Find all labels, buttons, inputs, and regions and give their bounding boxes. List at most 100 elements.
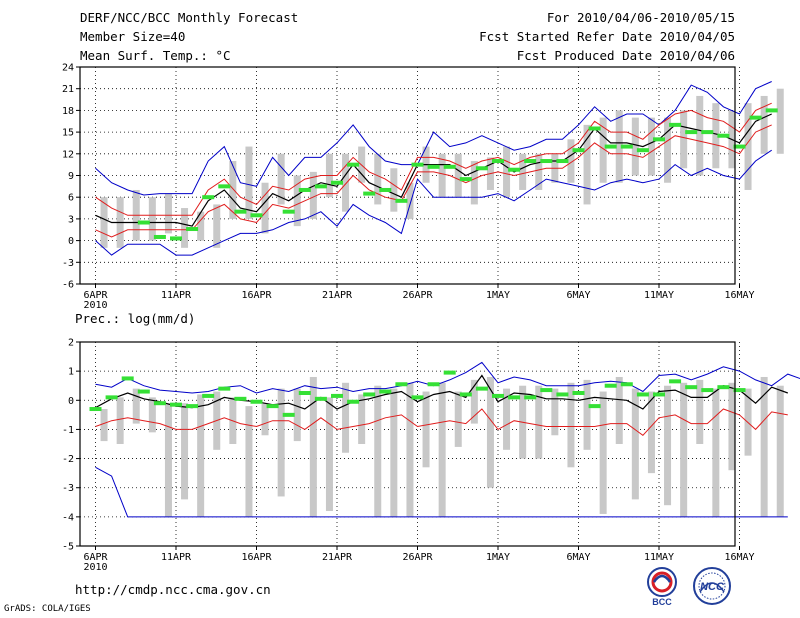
- temp-line-mean-plus-std: [95, 102, 772, 216]
- temp-year-label: 2010: [83, 300, 107, 311]
- precip-xtick-label: 11APR: [161, 552, 192, 563]
- temp-spread-bar: [519, 153, 527, 190]
- temp-obs-marker: [331, 180, 343, 185]
- precip-obs-marker: [508, 395, 521, 400]
- precip-xtick-label: 1MAY: [486, 552, 510, 563]
- precip-spread-bar: [261, 403, 269, 436]
- temp-spread-bar: [696, 95, 704, 176]
- precip-spread-bar: [567, 382, 575, 468]
- precip-obs-marker: [411, 395, 424, 400]
- temp-xtick-label: 26APR: [402, 290, 433, 301]
- temp-obs-marker: [379, 187, 392, 192]
- precip-spread-bar: [760, 376, 768, 517]
- precip-obs-marker: [475, 386, 488, 391]
- temp-obs-marker: [186, 227, 199, 232]
- precip-spread-bar: [309, 376, 317, 517]
- temp-spread-bar: [567, 139, 575, 183]
- precip-ytick-label: -4: [62, 512, 74, 523]
- precip-xtick-label: 11MAY: [644, 552, 674, 563]
- temp-obs-marker: [765, 108, 778, 113]
- temp-spread-bar: [229, 161, 237, 219]
- precip-obs-marker: [717, 385, 730, 390]
- temp-line-ensemble-min: [95, 149, 772, 256]
- temp-obs-marker: [636, 148, 649, 153]
- temp-xtick-label: 1MAY: [486, 290, 510, 301]
- temp-spread-bar: [181, 208, 189, 248]
- precip-spread-bar: [148, 397, 156, 433]
- precip-ytick-label: 1: [68, 367, 74, 378]
- temp-xtick-label: 6APR: [83, 290, 108, 301]
- temp-spread-bar: [599, 117, 607, 183]
- precip-spread-bar: [277, 388, 285, 497]
- precip-obs-marker: [572, 391, 585, 395]
- precip-spread-bar: [100, 409, 108, 442]
- temp-spread-bar: [100, 197, 108, 248]
- temp-spread-bar: [438, 153, 446, 198]
- temp-obs-marker: [749, 115, 762, 120]
- precip-obs-marker: [121, 376, 134, 381]
- precip-obs-marker: [604, 383, 617, 388]
- temp-spread-bar: [744, 103, 752, 190]
- temp-spread-bar: [470, 161, 478, 205]
- precip-spread-bar: [422, 391, 430, 468]
- temp-ytick-label: 21: [62, 84, 74, 95]
- precip-obs-marker: [701, 388, 714, 393]
- precip-xtick-label: 26APR: [402, 552, 433, 563]
- precip-spread-bar: [696, 379, 704, 444]
- variable-label: Mean Surf. Temp.: °C: [80, 48, 231, 63]
- temp-xtick-label: 11MAY: [644, 290, 674, 301]
- precip-spread-bar: [647, 391, 655, 474]
- precip-ytick-label: -5: [62, 542, 74, 553]
- temp-obs-marker: [653, 137, 665, 142]
- temp-spread-bar: [213, 204, 221, 248]
- precip-obs-marker: [170, 402, 182, 407]
- temp-frame: [79, 66, 736, 285]
- temp-obs-marker: [685, 130, 698, 135]
- temp-spread-bar: [390, 168, 398, 212]
- precip-spread-bar: [164, 403, 172, 517]
- temp-obs-marker: [202, 195, 215, 200]
- bcc-logo: BCC: [647, 567, 677, 607]
- source-url[interactable]: http://cmdp.ncc.cma.gov.cn: [75, 582, 271, 597]
- temp-obs-marker: [234, 209, 247, 214]
- precip-obs-marker: [524, 395, 537, 400]
- temp-obs-marker: [282, 209, 295, 214]
- temp-ytick-label: 18: [62, 106, 74, 117]
- precip-spread-bar: [245, 406, 253, 517]
- temp-obs-marker: [572, 148, 585, 153]
- precip-obs-marker: [733, 388, 746, 393]
- precip-obs-marker: [620, 382, 633, 387]
- precip-obs-marker: [186, 404, 199, 409]
- precip-line-ensemble-min: [95, 466, 788, 518]
- precip-line-ensemble-max: [95, 361, 800, 394]
- temp-obs-marker: [153, 234, 166, 239]
- precip-obs-marker: [282, 412, 295, 417]
- temp-spread-bar: [197, 211, 205, 241]
- temp-obs-marker: [443, 164, 456, 169]
- temp-obs-marker: [717, 133, 730, 138]
- precip-ytick-label: 2: [68, 338, 74, 349]
- precip-obs-marker: [153, 401, 166, 406]
- temp-obs-marker: [556, 159, 569, 164]
- precip-obs-marker: [395, 382, 408, 387]
- precip-obs-marker: [588, 404, 601, 409]
- temp-spread-bar: [631, 117, 639, 176]
- temp-spread-bar: [309, 171, 317, 219]
- precip-ytick-label: 0: [68, 396, 74, 407]
- precip-spread-bar: [486, 376, 494, 488]
- precip-spread-bar: [551, 388, 559, 436]
- temp-ytick-label: 0: [68, 236, 74, 247]
- temp-ytick-label: -6: [62, 280, 74, 291]
- precip-obs-marker: [540, 388, 553, 393]
- temp-spread-bar: [664, 117, 672, 183]
- precip-spread-bar: [181, 403, 189, 500]
- precip-obs-marker: [427, 382, 440, 387]
- bcc-logo-text: BCC: [652, 597, 672, 607]
- temp-spread-bar: [583, 124, 591, 205]
- precip-spread-bar: [358, 394, 366, 444]
- ncc-logo: NCC: [693, 567, 731, 605]
- temp-obs-marker: [218, 184, 231, 189]
- precip-ytick-label: -3: [62, 483, 74, 494]
- temp-obs-marker: [733, 144, 746, 149]
- precip-obs-marker: [234, 396, 247, 401]
